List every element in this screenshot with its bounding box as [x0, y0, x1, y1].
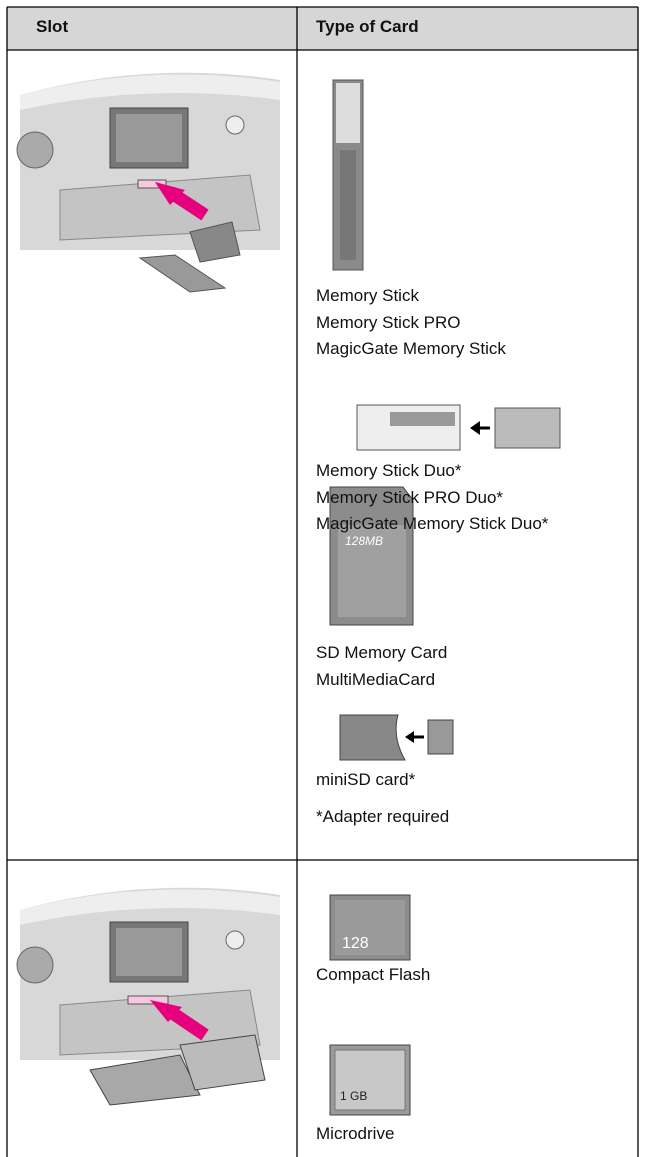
slot-photo-memory-stick-sd — [16, 72, 280, 293]
icon-label: 128MB — [345, 534, 383, 548]
card-names: Memory Stick Duo* Memory Stick PRO Duo* … — [316, 458, 548, 538]
card-names: Memory Stick Memory Stick PRO MagicGate … — [316, 283, 506, 363]
icon-label: 1 GB — [340, 1089, 367, 1103]
card-name: Memory Stick — [316, 286, 419, 305]
card-name: Memory Stick PRO Duo* — [316, 487, 504, 507]
card-names: SD Memory Card MultiMediaCard — [316, 640, 447, 693]
slot-photo-compact-flash — [16, 887, 280, 1106]
card-name: SD Memory Card — [316, 643, 448, 662]
icon-label: 128 — [342, 935, 369, 952]
card-name: miniSD card* — [316, 770, 416, 789]
card-name: Microdrive — [316, 1124, 395, 1143]
card-name: MultiMediaCard — [316, 669, 436, 689]
card-name: Memory Stick PRO — [316, 312, 461, 332]
header-cell: Type of Card — [316, 17, 419, 36]
icon-memory-stick-duo — [356, 404, 561, 451]
icon-memory-stick — [332, 79, 364, 271]
icon-compact-flash: 128 — [329, 894, 411, 961]
card-name: Compact Flash — [316, 965, 431, 984]
card-name: MagicGate Memory Stick Duo* — [316, 514, 549, 533]
note: *Adapter required — [316, 807, 450, 826]
header-cell: Slot — [36, 17, 69, 36]
header-background — [7, 7, 638, 50]
card-name: Memory Stick Duo* — [316, 461, 462, 480]
card-name: MagicGate Memory Stick — [316, 339, 506, 358]
table-borders — [6, 6, 639, 1157]
icon-minisd — [339, 714, 454, 761]
icon-sd: 128MB — [329, 486, 414, 626]
icon-microdrive: 1 GB — [329, 1044, 411, 1116]
